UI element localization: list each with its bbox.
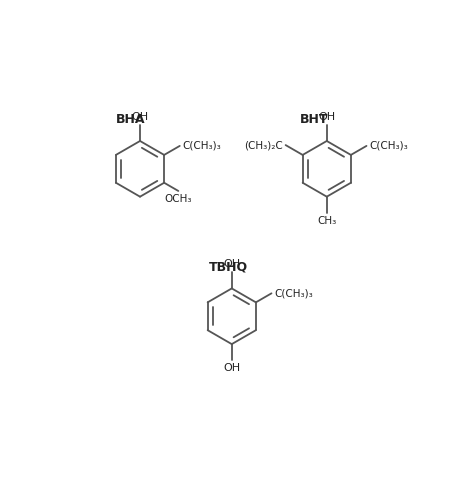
Text: (CH₃)₂C: (CH₃)₂C	[244, 140, 283, 150]
Text: OH: OH	[223, 363, 240, 373]
Text: BHA: BHA	[115, 113, 145, 126]
Text: OH: OH	[223, 260, 240, 270]
Text: C(CH₃)₃: C(CH₃)₃	[274, 288, 313, 298]
Text: CH₃: CH₃	[317, 216, 336, 226]
Text: OH: OH	[318, 112, 335, 122]
Text: BHT: BHT	[299, 113, 328, 126]
Text: C(CH₃)₃: C(CH₃)₃	[369, 141, 408, 151]
Text: OCH₃: OCH₃	[165, 194, 192, 204]
Text: C(CH₃)₃: C(CH₃)₃	[182, 141, 221, 151]
Text: OH: OH	[132, 112, 149, 122]
Text: TBHQ: TBHQ	[209, 261, 248, 274]
